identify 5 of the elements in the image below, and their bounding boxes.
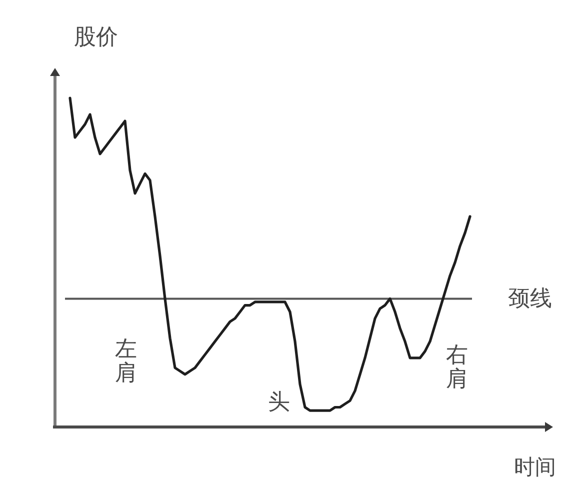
annotation: 右肩 — [446, 342, 468, 391]
annotation: 左肩 — [115, 336, 137, 385]
ylabel: 股价 — [74, 24, 118, 49]
annotation: 头 — [268, 389, 290, 414]
xlabel: 时间 — [514, 455, 556, 479]
